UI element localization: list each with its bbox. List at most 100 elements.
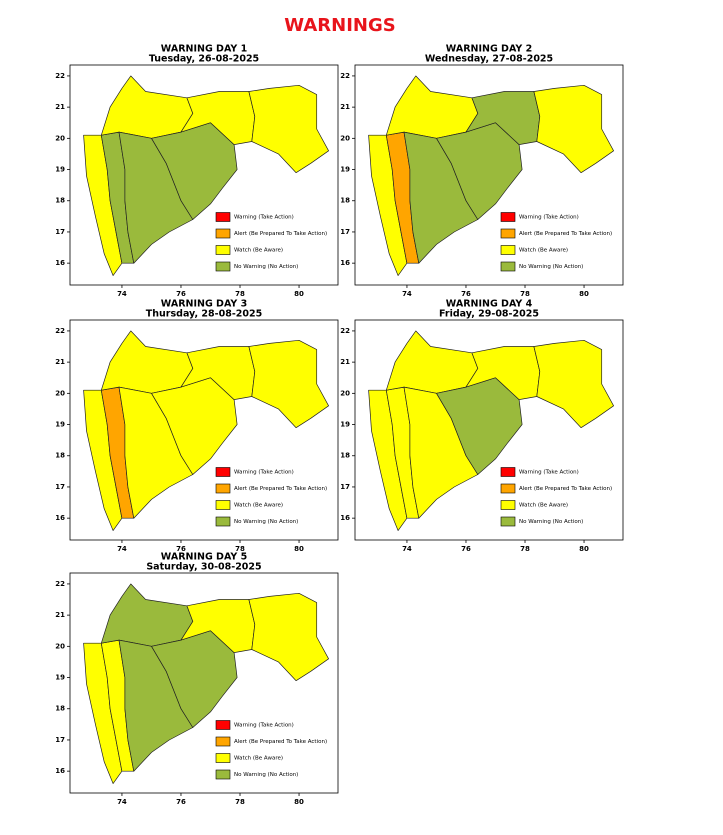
y-tick-label: 22 — [55, 72, 65, 80]
legend-swatch — [215, 228, 231, 239]
x-tick-label: 80 — [579, 545, 589, 553]
legend-swatch — [215, 753, 231, 763]
y-tick-label: 22 — [340, 72, 350, 80]
x-tick-label: 74 — [117, 545, 127, 553]
x-tick-label: 76 — [176, 290, 186, 298]
page-title: WARNINGS — [284, 15, 395, 36]
y-tick-label: 18 — [340, 197, 350, 205]
y-tick-label: 17 — [55, 736, 65, 744]
x-tick-label: 76 — [176, 545, 186, 553]
y-tick-label: 20 — [340, 389, 350, 397]
legend-swatch — [215, 483, 231, 494]
y-tick-label: 16 — [55, 514, 65, 522]
legend-swatch — [500, 516, 516, 527]
y-tick-label: 21 — [340, 103, 350, 111]
legend-swatch — [215, 736, 231, 747]
legend-label: No Warning (No Action) — [519, 519, 583, 525]
legend-label: Watch (Be Aware) — [234, 756, 283, 762]
legend-label: Watch (Be Aware) — [519, 503, 568, 509]
district-zone — [248, 592, 329, 682]
legend-label: Watch (Be Aware) — [234, 248, 283, 254]
y-tick-label: 20 — [340, 134, 350, 142]
legend-swatch — [215, 467, 231, 477]
legend-swatch — [215, 516, 231, 527]
y-tick-label: 16 — [55, 767, 65, 775]
y-tick-label: 20 — [55, 389, 65, 397]
y-tick-label: 22 — [55, 580, 65, 588]
x-tick-label: 80 — [579, 290, 589, 298]
legend-swatch — [500, 467, 516, 477]
y-tick-label: 17 — [55, 483, 65, 491]
panel-title: WARNING DAY 3 — [161, 299, 247, 310]
legend-label: No Warning (No Action) — [234, 772, 298, 778]
panel-title: WARNING DAY 5 — [161, 552, 247, 563]
legend-label: Alert (Be Prepared To Take Action) — [234, 739, 327, 745]
y-tick-label: 16 — [340, 259, 350, 267]
legend-label: Alert (Be Prepared To Take Action) — [519, 486, 612, 492]
y-tick-label: 17 — [340, 228, 350, 236]
legend-label: Warning (Take Action) — [519, 470, 579, 476]
legend-label: Warning (Take Action) — [519, 215, 579, 221]
y-tick-label: 19 — [340, 166, 350, 174]
legend-label: No Warning (No Action) — [234, 264, 298, 270]
y-tick-label: 19 — [55, 421, 65, 429]
legend-swatch — [500, 228, 516, 239]
legend-swatch — [215, 261, 231, 272]
x-tick-label: 78 — [520, 290, 530, 298]
y-tick-label: 22 — [55, 327, 65, 335]
panel-date: Thursday, 28-08-2025 — [146, 309, 262, 320]
y-tick-label: 20 — [55, 134, 65, 142]
legend-label: No Warning (No Action) — [234, 519, 298, 525]
x-tick-label: 76 — [461, 290, 471, 298]
y-tick-label: 18 — [55, 452, 65, 460]
y-tick-label: 22 — [340, 327, 350, 335]
legend-swatch — [500, 261, 516, 272]
panel-title: WARNING DAY 1 — [161, 44, 247, 55]
y-tick-label: 16 — [340, 514, 350, 522]
x-tick-label: 78 — [235, 545, 245, 553]
legend-label: Watch (Be Aware) — [234, 503, 283, 509]
legend-swatch — [500, 483, 516, 494]
legend-swatch — [215, 500, 231, 510]
y-tick-label: 19 — [55, 166, 65, 174]
legend-swatch — [215, 720, 231, 730]
legend-swatch — [500, 212, 516, 222]
legend-swatch — [215, 245, 231, 255]
legend-label: Warning (Take Action) — [234, 470, 294, 476]
x-tick-label: 74 — [402, 290, 412, 298]
legend-label: Alert (Be Prepared To Take Action) — [234, 231, 327, 237]
x-tick-label: 76 — [176, 798, 186, 806]
y-tick-label: 18 — [55, 197, 65, 205]
y-tick-label: 18 — [340, 452, 350, 460]
y-tick-label: 21 — [55, 611, 65, 619]
y-tick-label: 18 — [55, 705, 65, 713]
y-tick-label: 16 — [55, 259, 65, 267]
y-tick-label: 19 — [55, 674, 65, 682]
y-tick-label: 17 — [55, 228, 65, 236]
panel-date: Saturday, 30-08-2025 — [146, 562, 261, 573]
y-tick-label: 21 — [340, 358, 350, 366]
x-tick-label: 78 — [235, 290, 245, 298]
panel-title: WARNING DAY 4 — [446, 299, 533, 310]
legend-swatch — [215, 769, 231, 780]
x-tick-label: 80 — [294, 798, 304, 806]
district-zone — [533, 339, 614, 429]
y-tick-label: 20 — [55, 642, 65, 650]
legend-label: Alert (Be Prepared To Take Action) — [234, 486, 327, 492]
x-tick-label: 78 — [520, 545, 530, 553]
district-zone — [248, 84, 329, 174]
legend-swatch — [500, 500, 516, 510]
legend-label: No Warning (No Action) — [519, 264, 583, 270]
y-tick-label: 21 — [55, 103, 65, 111]
y-tick-label: 17 — [340, 483, 350, 491]
legend-label: Alert (Be Prepared To Take Action) — [519, 231, 612, 237]
legend-label: Watch (Be Aware) — [519, 248, 568, 254]
legend-swatch — [215, 212, 231, 222]
legend-label: Warning (Take Action) — [234, 215, 294, 221]
